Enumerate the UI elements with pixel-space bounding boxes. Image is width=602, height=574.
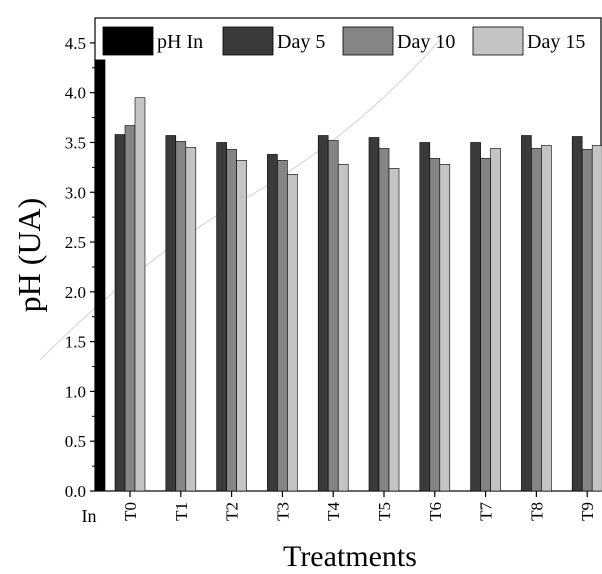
- bar: [490, 148, 501, 492]
- legend-swatch: [102, 26, 154, 56]
- legend-label: Day 15: [527, 31, 585, 53]
- bar: [317, 135, 329, 492]
- legend-swatch: [222, 26, 274, 56]
- y-tick-label: 3.0: [65, 183, 86, 202]
- bar: [327, 140, 339, 492]
- y-tick-label: 2.0: [65, 283, 86, 302]
- legend: pH In Day 5 Day 10 Day 15: [102, 26, 585, 56]
- x-tick-label: In: [82, 506, 97, 526]
- bar: [134, 97, 146, 492]
- x-tick-label: T3: [273, 502, 292, 521]
- x-tick-label: T1: [172, 502, 191, 521]
- bar: [216, 142, 227, 492]
- y-tick-label: 4.0: [65, 84, 86, 103]
- legend-swatch: [472, 26, 524, 56]
- x-tick-label: T7: [477, 502, 496, 521]
- bar: [124, 125, 136, 492]
- bar: [226, 149, 237, 492]
- x-tick-label: T9: [578, 502, 597, 521]
- legend-swatch: [342, 26, 394, 56]
- x-tick-label: T4: [324, 502, 343, 521]
- bar: [337, 164, 349, 492]
- bar: [378, 148, 390, 492]
- bar: [267, 154, 278, 492]
- bar: [277, 160, 288, 492]
- legend-label: Day 5: [277, 31, 325, 53]
- bar: [521, 135, 532, 492]
- y-tick-label: 2.5: [65, 233, 86, 252]
- bar: [429, 158, 441, 492]
- x-tick-label: T0: [121, 502, 140, 521]
- bar: [287, 174, 298, 492]
- y-tick-label: 1.5: [65, 333, 86, 352]
- y-axis-label: pH (UA): [11, 198, 47, 313]
- bar: [114, 134, 126, 492]
- x-tick-label: T8: [527, 502, 546, 521]
- y-axis-ticks: 0.0 0.5 1.0 1.5 2.0 2.5 3.0 3.5 4.0 4.5: [65, 34, 95, 501]
- legend-label: pH In: [157, 31, 203, 53]
- y-tick-label: 1.0: [65, 382, 86, 401]
- x-tick-label: T5: [375, 502, 394, 521]
- y-tick-label: 0.0: [65, 482, 86, 501]
- y-tick-label: 0.5: [65, 432, 86, 451]
- legend-label: Day 10: [397, 31, 455, 53]
- bar: [165, 135, 177, 492]
- bar: [591, 145, 602, 492]
- bar: [571, 136, 583, 492]
- bars-layer: [94, 59, 602, 492]
- bar: [541, 145, 552, 492]
- bar: [368, 137, 380, 492]
- y-tick-label: 3.5: [65, 133, 86, 152]
- bar: [581, 149, 593, 492]
- bar: [419, 142, 431, 492]
- x-tick-label: T2: [223, 502, 242, 521]
- bar: [439, 164, 451, 492]
- bar: [236, 160, 247, 492]
- bar: [531, 148, 542, 492]
- y-tick-label: 4.5: [65, 34, 86, 53]
- bar: [388, 168, 400, 492]
- bar: [480, 158, 491, 492]
- bar: [470, 142, 481, 492]
- bar: [175, 141, 187, 492]
- x-axis-label: Treatments: [283, 540, 417, 573]
- bar-initial: [94, 59, 106, 492]
- x-axis-ticks: In T0 T1 T2 T3 T4 T5 T6 T7 T8 T9: [82, 491, 597, 526]
- x-tick-label: T6: [426, 502, 445, 521]
- bar: [185, 147, 197, 492]
- watermark: [39, 39, 441, 361]
